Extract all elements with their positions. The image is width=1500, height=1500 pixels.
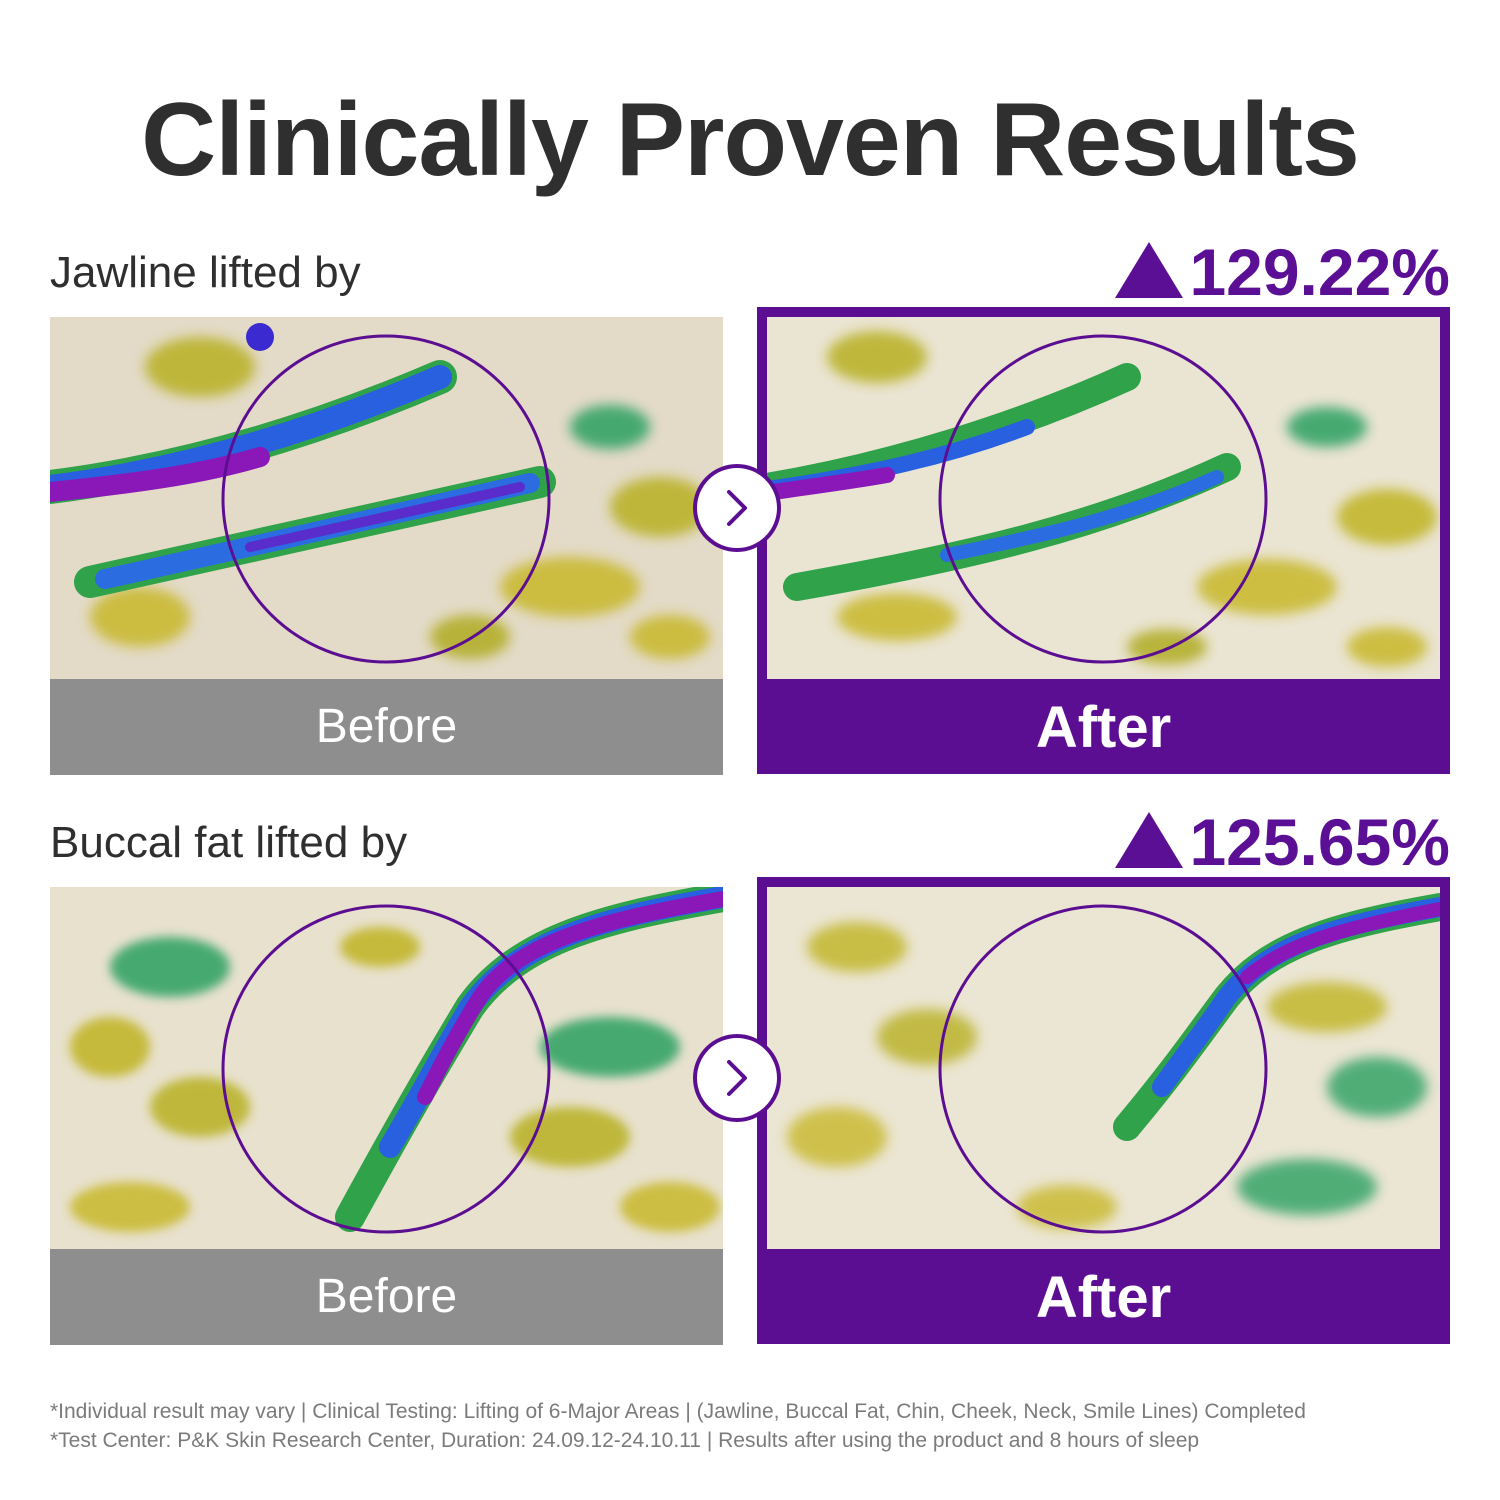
stat-value: 125.65% — [1115, 809, 1450, 875]
next-arrow-button — [693, 464, 781, 552]
footnote-line: *Test Center: P&K Skin Research Center, … — [50, 1429, 1200, 1453]
before-heatmap-image — [50, 317, 723, 679]
before-label: Before — [50, 1249, 723, 1345]
jawline-section: Jawline lifted by 129.22% — [50, 239, 1450, 775]
footnotes: *Individual result may vary | Clinical T… — [50, 1397, 1460, 1456]
chevron-right-icon — [727, 490, 747, 526]
stat-value: 129.22% — [1115, 239, 1450, 305]
stat-percent: 125.65% — [1189, 805, 1450, 879]
stat-percent: 129.22% — [1189, 235, 1450, 309]
before-panel: Before — [50, 887, 723, 1345]
after-panel: After — [757, 307, 1450, 774]
before-panel: Before — [50, 317, 723, 775]
buccal-fat-section: Buccal fat lifted by 125.65% — [50, 809, 1450, 1345]
after-label: After — [1035, 1265, 1172, 1330]
chevron-right-icon — [727, 1060, 747, 1096]
footnote-line: *Individual result may vary | Clinical T… — [50, 1400, 1306, 1423]
before-heatmap-image — [50, 887, 723, 1249]
before-label: Before — [50, 679, 723, 775]
after-heatmap-image — [767, 887, 1440, 1249]
after-heatmap-image — [767, 317, 1440, 679]
section-label: Buccal fat lifted by — [50, 818, 408, 867]
section-label: Jawline lifted by — [50, 248, 361, 297]
next-arrow-button — [693, 1034, 781, 1122]
triangle-up-icon — [1115, 812, 1184, 868]
page-title: Clinically Proven Results — [141, 82, 1360, 198]
after-label: After — [1035, 695, 1172, 760]
after-panel: After — [757, 877, 1450, 1344]
triangle-up-icon — [1115, 242, 1184, 298]
